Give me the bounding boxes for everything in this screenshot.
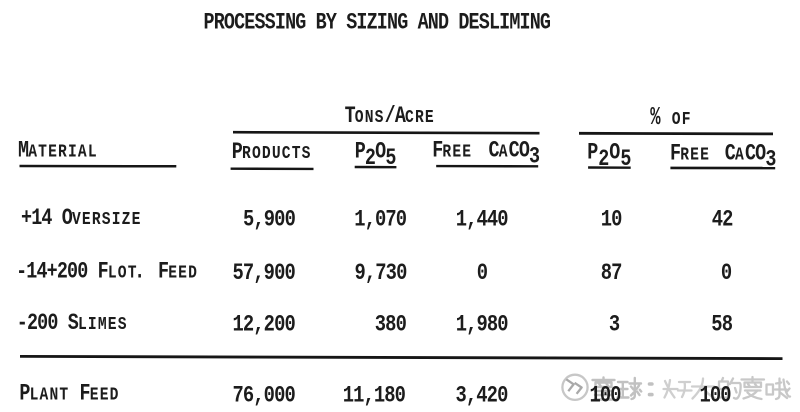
svg-text:58: 58 [711, 312, 732, 339]
svg-text:11,180: 11,180 [343, 383, 406, 410]
svg-text:0: 0 [721, 260, 732, 287]
svg-text:5,900: 5,900 [243, 207, 295, 234]
svg-text:57,900: 57,900 [233, 260, 296, 287]
svg-text:FREE: FREE [670, 142, 710, 167]
svg-text:1,980: 1,980 [456, 312, 508, 339]
svg-text:TONS/ACRE: TONS/ACRE [345, 104, 435, 129]
svg-text:OF: OF [672, 109, 692, 130]
svg-text:9,730: 9,730 [355, 260, 407, 287]
svg-text:42: 42 [712, 207, 733, 234]
svg-text:100: 100 [700, 383, 731, 410]
svg-text:FREE: FREE [432, 139, 472, 164]
svg-text:P2O5: P2O5 [587, 141, 631, 173]
svg-text:3: 3 [609, 312, 620, 339]
svg-text:3,420: 3,420 [456, 383, 508, 410]
svg-text:+14 OVERSIZE: +14 OVERSIZE [21, 206, 142, 231]
svg-text:12,200: 12,200 [233, 312, 296, 339]
svg-text:-200 SLIMES: -200 SLIMES [17, 311, 128, 336]
svg-text:76,000: 76,000 [233, 383, 296, 410]
svg-text:MATERIAL: MATERIAL [18, 139, 98, 164]
svg-text:PLANT FEED: PLANT FEED [19, 382, 119, 407]
svg-text:-14+200 FLOT. FEED: -14+200 FLOT. FEED [16, 260, 198, 285]
svg-text:%: % [650, 103, 661, 133]
svg-text:0: 0 [477, 260, 488, 287]
svg-text:CACO3: CACO3 [725, 142, 776, 173]
svg-text:87: 87 [601, 260, 622, 287]
svg-text:CACO3: CACO3 [489, 139, 540, 170]
svg-text:PRODUCTS: PRODUCTS [232, 140, 312, 165]
svg-text:PROCESSING BY SIZING AND DESLI: PROCESSING BY SIZING AND DESLIMING [204, 11, 551, 36]
svg-text:380: 380 [375, 312, 406, 339]
svg-text:100: 100 [590, 383, 621, 410]
svg-text:1,070: 1,070 [354, 207, 406, 234]
svg-text:1,440: 1,440 [456, 207, 508, 234]
svg-text:10: 10 [601, 207, 622, 234]
